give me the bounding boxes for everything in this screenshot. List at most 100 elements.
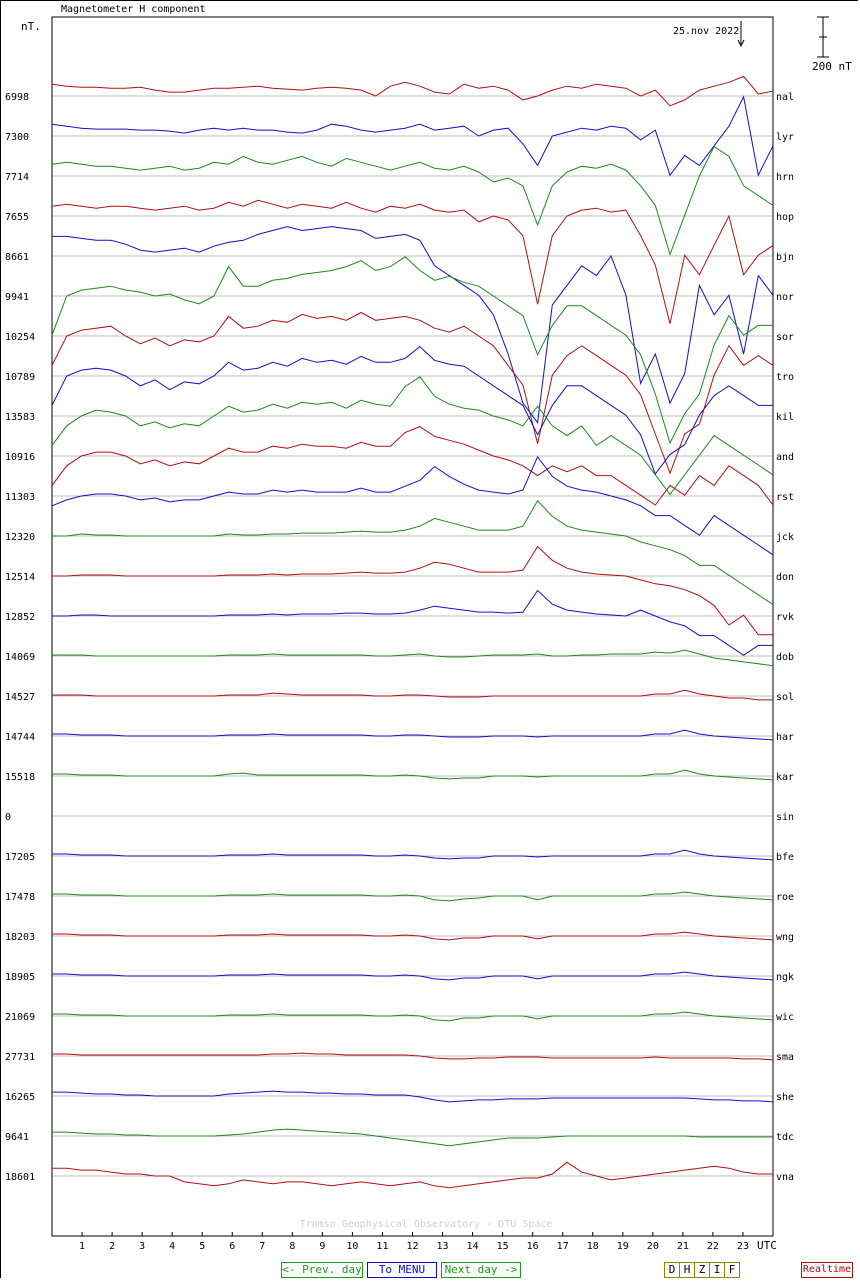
baseline-value-label: 7300 xyxy=(5,132,29,143)
baseline-value-label: 9641 xyxy=(5,1132,29,1143)
baseline-value-label: 13583 xyxy=(5,412,35,423)
station-label: wng xyxy=(776,932,794,943)
station-label: tro xyxy=(776,372,794,383)
station-label: har xyxy=(776,732,794,743)
scale-bar xyxy=(817,16,829,58)
baseline-value-label: 17478 xyxy=(5,892,35,903)
menu-button[interactable]: To MENU xyxy=(367,1262,437,1278)
x-tick-label: 19 xyxy=(617,1241,629,1252)
x-tick-label: 10 xyxy=(346,1241,358,1252)
station-label: bfe xyxy=(776,852,794,863)
trace-wng xyxy=(52,931,774,941)
trace-hrn xyxy=(51,145,774,256)
trace-tro xyxy=(51,345,773,476)
date-marker-arrow xyxy=(737,21,745,48)
station-label: sor xyxy=(776,332,794,343)
station-label: don xyxy=(776,572,794,583)
x-tick-label: 2 xyxy=(109,1241,115,1252)
baseline-value-label: 15518 xyxy=(5,772,35,783)
trace-tdc xyxy=(52,1128,773,1147)
station-label: roe xyxy=(776,892,794,903)
station-label: vna xyxy=(776,1172,794,1183)
baseline-value-label: 7714 xyxy=(5,172,29,183)
scale-label: 200 nT xyxy=(812,60,852,73)
x-tick-label: 3 xyxy=(139,1241,145,1252)
realtime-button[interactable]: Realtime xyxy=(801,1262,853,1278)
component-z-button[interactable]: Z xyxy=(695,1263,710,1277)
station-label: she xyxy=(776,1092,794,1103)
station-label: hop xyxy=(776,212,794,223)
component-h-button[interactable]: H xyxy=(680,1263,695,1277)
x-tick-label: 20 xyxy=(647,1241,659,1252)
trace-dob xyxy=(52,649,774,667)
baseline-value-label: 18601 xyxy=(5,1172,35,1183)
baseline-value-label: 10916 xyxy=(5,452,35,463)
x-tick-label: 1 xyxy=(79,1241,85,1252)
x-tick-label: 15 xyxy=(497,1241,509,1252)
station-label: jck xyxy=(776,532,794,543)
baseline-value-label: 12320 xyxy=(5,532,35,543)
trace-vna xyxy=(52,1161,773,1189)
trace-sma xyxy=(52,1052,774,1061)
station-label: and xyxy=(776,452,794,463)
trace-nor xyxy=(51,256,773,445)
baseline-value-label: 12514 xyxy=(5,572,35,583)
baseline-value-label: 0 xyxy=(5,812,11,823)
baseline-value-label: 18203 xyxy=(5,932,35,943)
baseline-value-label: 14744 xyxy=(5,732,35,743)
trace-bfe xyxy=(52,849,774,861)
station-label: rvk xyxy=(776,612,794,623)
x-tick-label: 17 xyxy=(557,1241,569,1252)
station-label: hrn xyxy=(776,172,794,183)
x-tick-label: 8 xyxy=(289,1241,295,1252)
station-label: sma xyxy=(776,1052,794,1063)
trace-rst xyxy=(51,455,774,556)
station-label: sol xyxy=(776,692,794,703)
baseline-value-label: 16265 xyxy=(5,1092,35,1103)
trace-sol xyxy=(52,689,773,701)
x-tick-label: 12 xyxy=(406,1241,418,1252)
x-tick-label: 9 xyxy=(319,1241,325,1252)
station-label: ngk xyxy=(776,972,794,983)
baseline-value-label: 10254 xyxy=(5,332,35,343)
station-label: lyr xyxy=(776,132,794,143)
x-tick-label: 6 xyxy=(229,1241,235,1252)
trace-har xyxy=(52,729,774,741)
trace-lyr xyxy=(51,95,774,177)
station-label: rst xyxy=(776,492,794,503)
trace-wic xyxy=(52,1011,774,1022)
baseline-value-label: 18905 xyxy=(5,972,35,983)
trace-and xyxy=(51,426,774,506)
trace-don xyxy=(52,545,773,636)
next-day-button[interactable]: Next day -> xyxy=(441,1262,521,1278)
trace-hop xyxy=(51,199,774,324)
baseline-value-label: 8661 xyxy=(5,252,29,263)
x-tick-label: 16 xyxy=(527,1241,539,1252)
station-label: kar xyxy=(776,772,794,783)
station-label: kil xyxy=(776,412,794,423)
trace-kil xyxy=(51,376,774,496)
baseline-value-label: 6998 xyxy=(5,92,29,103)
component-d-button[interactable]: D xyxy=(665,1263,680,1277)
component-selector: D H Z I F xyxy=(664,1262,740,1278)
x-tick-label: 13 xyxy=(437,1241,449,1252)
x-tick-label: 7 xyxy=(259,1241,265,1252)
trace-kar xyxy=(52,769,774,781)
component-f-button[interactable]: F xyxy=(728,1263,736,1276)
trace-bjn xyxy=(52,226,774,424)
component-i-button[interactable]: I xyxy=(710,1263,725,1277)
x-tick-label: 23 xyxy=(737,1241,749,1252)
unit-label: nT. xyxy=(21,20,41,33)
station-label: nal xyxy=(776,92,794,103)
station-label: bjn xyxy=(776,252,794,263)
x-tick-label: 14 xyxy=(467,1241,479,1252)
trace-she xyxy=(52,1090,774,1103)
x-tick-label: 11 xyxy=(376,1241,388,1252)
x-tick-label: 4 xyxy=(169,1241,175,1252)
date-label: 25.nov 2022 xyxy=(673,26,739,37)
baseline-value-label: 14069 xyxy=(5,652,35,663)
prev-day-button[interactable]: <- Prev. day xyxy=(281,1262,363,1278)
